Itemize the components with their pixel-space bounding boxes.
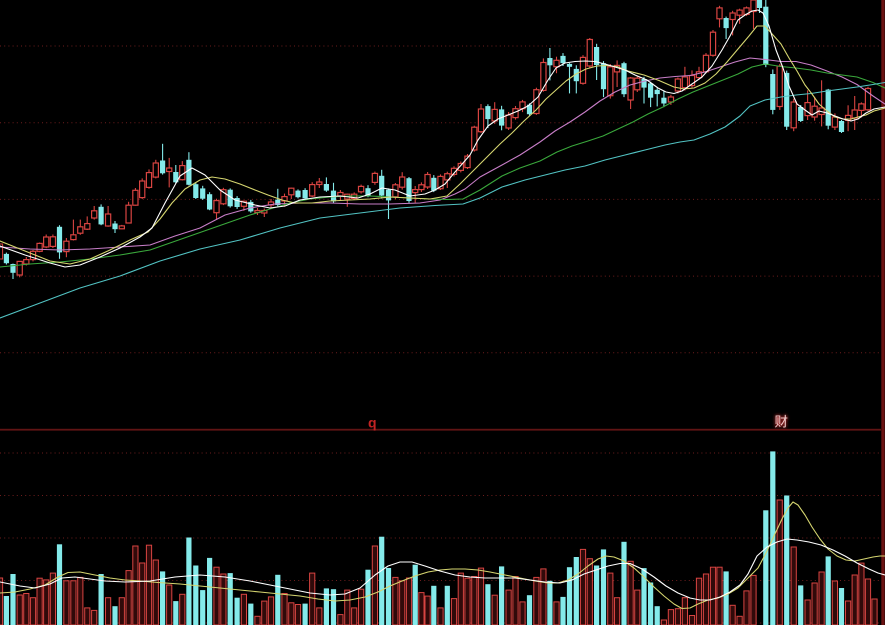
svg-text:财: 财 (775, 415, 789, 430)
svg-text:q: q (368, 415, 377, 431)
svg-text:财: 财 (774, 414, 789, 430)
